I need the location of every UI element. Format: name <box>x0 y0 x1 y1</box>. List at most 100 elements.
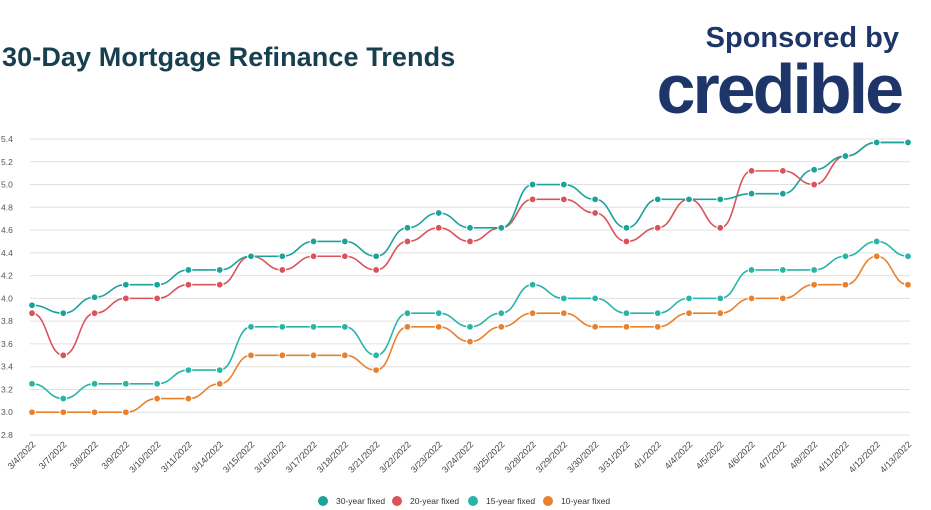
data-point <box>466 322 474 331</box>
x-tick-label: 3/28/2022 <box>503 439 538 474</box>
data-point <box>153 394 162 403</box>
data-point <box>403 309 412 318</box>
data-point <box>340 322 349 331</box>
data-point <box>904 280 912 289</box>
data-point <box>497 223 506 232</box>
data-point <box>653 195 662 204</box>
x-tick-label: 3/30/2022 <box>565 439 600 474</box>
data-point <box>372 351 381 360</box>
data-point <box>559 309 568 318</box>
legend-label: 30-year fixed <box>336 496 386 506</box>
x-tick-label: 3/11/2022 <box>159 439 194 474</box>
data-point <box>247 322 255 331</box>
y-tick-label: 3.6 <box>1 339 13 349</box>
data-point <box>278 351 287 360</box>
data-point <box>747 294 756 303</box>
data-point <box>872 252 881 261</box>
data-point <box>215 266 224 274</box>
x-tick-label: 3/7/2022 <box>37 439 69 471</box>
data-point <box>747 266 756 274</box>
y-tick-label: 4.8 <box>1 202 13 212</box>
y-tick-label: 4.0 <box>1 293 13 303</box>
data-point <box>59 394 68 403</box>
data-point <box>528 309 537 318</box>
x-tick-label: 4/12/2022 <box>847 439 882 474</box>
data-point <box>121 408 130 417</box>
y-tick-label: 3.0 <box>1 407 13 417</box>
data-point <box>403 223 412 232</box>
series-3 <box>28 252 912 417</box>
data-point <box>184 366 193 375</box>
data-point <box>778 166 787 175</box>
y-tick-labels: 2.8 3.0 3.2 3.4 3.6 3.8 4.0 4.2 4.4 4.6 4.8 5.0 5.2 5… <box>1 134 13 440</box>
data-point <box>622 322 631 331</box>
legend-item-30yr: 30-year fixed <box>318 496 385 506</box>
data-point <box>466 337 474 346</box>
x-tick-label: 3/18/2022 <box>315 439 350 474</box>
data-point <box>28 301 36 310</box>
data-point <box>403 237 412 246</box>
data-point <box>247 351 255 360</box>
legend-dot <box>318 496 328 506</box>
data-point <box>90 408 99 417</box>
series-line <box>31 255 909 414</box>
y-tick-label: 5.4 <box>1 134 13 144</box>
x-tick-label: 4/1/2022 <box>631 439 663 471</box>
x-tick-label: 4/4/2022 <box>663 439 695 471</box>
data-point <box>372 366 381 375</box>
credible-logo: credible <box>656 50 904 128</box>
x-tick-label: 3/24/2022 <box>440 439 475 474</box>
x-tick-label: 3/16/2022 <box>252 439 287 474</box>
data-point <box>653 309 662 318</box>
data-point <box>716 294 725 303</box>
x-tick-label: 3/23/2022 <box>409 439 444 474</box>
x-tick-label: 3/8/2022 <box>68 439 100 471</box>
data-point <box>121 379 130 388</box>
data-point <box>278 252 287 261</box>
data-point <box>841 280 850 289</box>
x-tick-label: 3/17/2022 <box>284 439 319 474</box>
data-point <box>559 180 568 189</box>
y-tick-label: 3.2 <box>1 384 13 394</box>
x-tick-label: 3/21/2022 <box>346 439 381 474</box>
data-point <box>622 223 631 232</box>
x-tick-label: 4/7/2022 <box>756 439 788 471</box>
x-tick-label: 3/15/2022 <box>221 439 256 474</box>
x-tick-label: 3/29/2022 <box>534 439 569 474</box>
data-point <box>278 266 287 274</box>
data-point <box>184 280 193 289</box>
y-tick-label: 2.8 <box>1 430 13 440</box>
data-point <box>434 309 443 318</box>
x-tick-label: 4/5/2022 <box>694 439 726 471</box>
legend-item-15yr: 15-year fixed <box>468 496 535 506</box>
data-point <box>591 209 600 217</box>
data-point <box>215 379 224 388</box>
data-point <box>309 322 318 331</box>
x-tick-label: 3/9/2022 <box>99 439 131 471</box>
x-tick-label: 4/8/2022 <box>788 439 820 471</box>
legend-item-20yr: 20-year fixed <box>392 496 459 506</box>
x-tick-labels: 3/4/2022 3/7/2022 3/8/2022 3/9/20223/10/202… <box>6 439 914 474</box>
y-tick-label: 3.8 <box>1 316 13 326</box>
series-2 <box>28 237 912 403</box>
data-point <box>591 322 600 331</box>
data-point <box>434 322 443 331</box>
data-point <box>340 351 349 360</box>
data-point <box>90 293 99 302</box>
data-point <box>653 223 662 232</box>
legend-dot <box>468 496 478 506</box>
y-tick-label: 4.6 <box>1 225 13 235</box>
data-point <box>59 309 68 318</box>
sponsor-label: Sponsored by <box>705 22 899 54</box>
data-point <box>278 322 287 331</box>
x-tick-label: 3/31/2022 <box>596 439 631 474</box>
data-point <box>528 195 537 204</box>
data-point <box>434 209 443 217</box>
data-point <box>121 294 130 303</box>
data-point <box>716 195 725 204</box>
data-point <box>153 280 162 289</box>
x-tick-label: 3/10/2022 <box>127 439 162 474</box>
data-point <box>184 394 193 403</box>
data-point <box>309 351 318 360</box>
data-point <box>872 138 881 147</box>
